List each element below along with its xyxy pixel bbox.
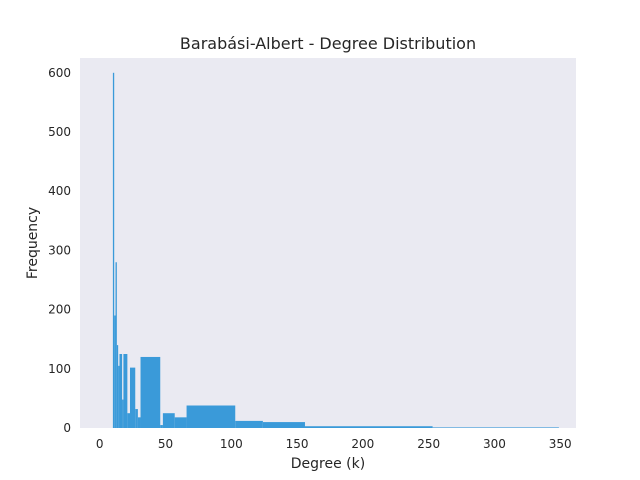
chart-title: Barabási-Albert - Degree Distribution bbox=[180, 34, 476, 53]
y-axis-label: Frequency bbox=[25, 207, 41, 279]
histogram-bar-10 bbox=[135, 409, 138, 428]
bars-group bbox=[112, 72, 559, 429]
histogram-bar-5 bbox=[119, 354, 123, 428]
x-tick-label-0: 0 bbox=[96, 437, 104, 451]
histogram-bar-11 bbox=[137, 417, 141, 428]
histogram-bar-14 bbox=[162, 413, 175, 428]
histogram-bar-9 bbox=[129, 367, 136, 428]
y-tick-label-5: 500 bbox=[48, 125, 71, 139]
histogram-bar-13 bbox=[160, 425, 163, 428]
histogram-bar-0 bbox=[112, 72, 115, 429]
histogram-bar-4 bbox=[118, 365, 120, 428]
histogram-bar-12 bbox=[140, 356, 161, 428]
histogram-bar-3 bbox=[116, 345, 119, 428]
y-tick-label-1: 100 bbox=[48, 362, 71, 376]
histogram-bar-7 bbox=[123, 354, 128, 428]
y-tick-label-4: 400 bbox=[48, 184, 71, 198]
histogram-bar-20 bbox=[432, 427, 559, 428]
x-axis-label: Degree (k) bbox=[291, 456, 365, 472]
y-tick-label-2: 200 bbox=[48, 303, 71, 317]
x-tick-label-7: 350 bbox=[549, 437, 572, 451]
histogram-bar-8 bbox=[127, 413, 130, 428]
y-tick-label-0: 0 bbox=[63, 421, 71, 435]
y-tick-labels: 0 100 200 300 400 500 600 bbox=[48, 66, 71, 435]
y-tick-label-6: 600 bbox=[48, 66, 71, 80]
histogram-bar-19 bbox=[304, 426, 433, 428]
histogram-bar-18 bbox=[262, 422, 305, 428]
x-tick-label-3: 150 bbox=[286, 437, 309, 451]
plot-area bbox=[80, 58, 576, 428]
x-tick-labels: 0 50 100 150 200 250 300 350 bbox=[96, 437, 572, 451]
histogram-bar-16 bbox=[186, 405, 236, 428]
x-tick-label-5: 250 bbox=[417, 437, 440, 451]
histogram-bar-2 bbox=[115, 262, 117, 428]
histogram-bar-6 bbox=[122, 399, 124, 428]
x-tick-label-4: 200 bbox=[351, 437, 374, 451]
histogram-bar-17 bbox=[235, 420, 263, 428]
x-tick-label-2: 100 bbox=[220, 437, 243, 451]
x-tick-label-6: 300 bbox=[483, 437, 506, 451]
y-tick-label-3: 300 bbox=[48, 243, 71, 257]
histogram-bar-15 bbox=[174, 417, 187, 428]
x-tick-label-1: 50 bbox=[158, 437, 173, 451]
histogram-bar-1 bbox=[114, 315, 116, 428]
